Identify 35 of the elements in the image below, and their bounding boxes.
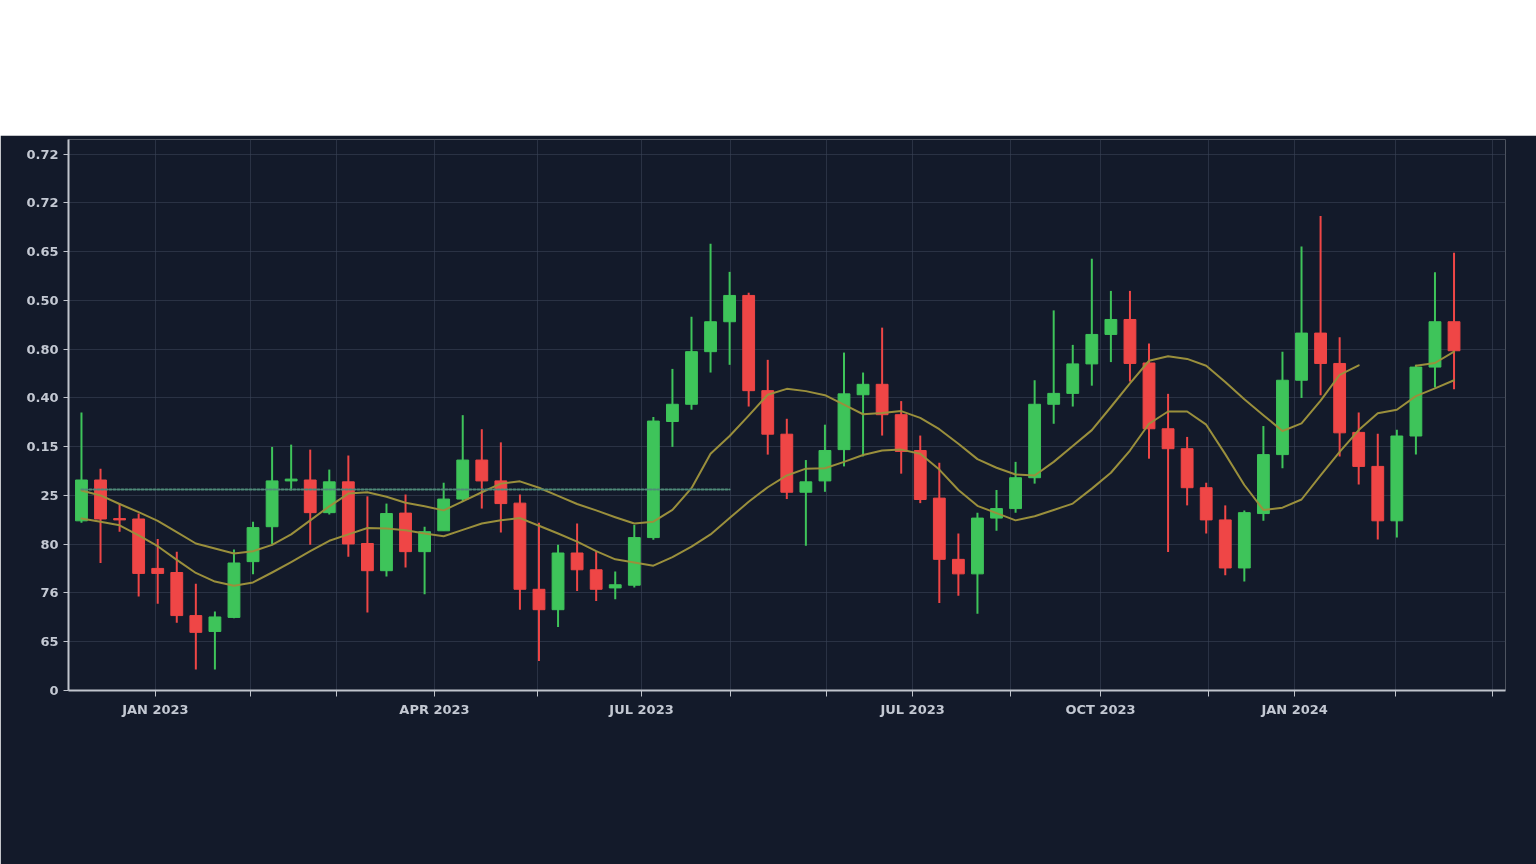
candlestick — [1104, 289, 1118, 364]
candlestick — [113, 502, 126, 533]
candlestick — [532, 521, 546, 662]
candlestick — [608, 570, 622, 601]
text: JUL 2023 — [608, 701, 674, 717]
candlestick — [475, 428, 489, 510]
candlestick — [284, 443, 298, 492]
candlestick — [666, 367, 679, 448]
text: 65 — [40, 634, 59, 650]
text: 0 — [49, 683, 59, 698]
candlestick — [799, 459, 813, 547]
text: 0.15 — [26, 439, 59, 455]
text: 0.80 — [26, 341, 59, 357]
text: 76 — [40, 585, 59, 601]
text: 0.40 — [26, 390, 59, 406]
candlestick — [189, 582, 203, 671]
text: JUL 2023 — [879, 701, 945, 717]
text: JAN 2024 — [1260, 701, 1328, 717]
candlestick — [1161, 392, 1175, 554]
candlestick — [570, 522, 584, 593]
text: 0.50 — [26, 292, 59, 308]
text: 0.65 — [26, 244, 59, 260]
candlestick — [418, 525, 432, 596]
text: JAN 2023 — [121, 701, 189, 717]
candlestick — [589, 550, 603, 603]
text: 0.72 — [26, 195, 59, 211]
text: APR 2023 — [399, 701, 470, 717]
candlestick — [151, 537, 165, 605]
text: OCT 2023 — [1065, 701, 1136, 717]
text: 80 — [40, 536, 59, 552]
candlestick — [208, 610, 222, 671]
text: 25 — [40, 487, 59, 503]
candlestick — [1047, 309, 1061, 425]
text: 0.72 — [26, 146, 59, 162]
candlestick — [951, 532, 965, 597]
